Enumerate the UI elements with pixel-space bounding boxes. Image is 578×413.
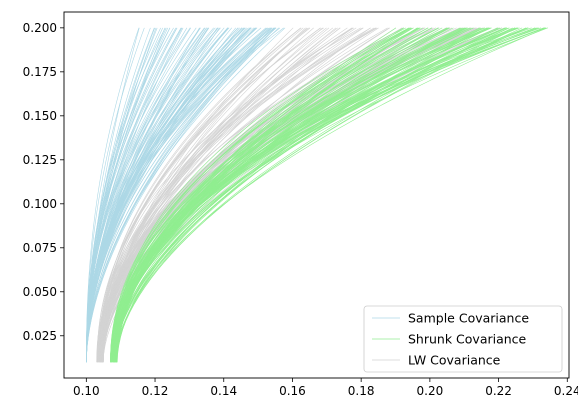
plot-curves: [86, 27, 548, 363]
x-tick-label: 0.10: [73, 384, 100, 398]
legend: Sample Covariance Shrunk Covariance LW Cov…: [363, 305, 563, 373]
series-line: [115, 27, 465, 363]
series-line: [113, 27, 418, 363]
series-line: [112, 27, 463, 363]
x-tick-label: 0.12: [142, 384, 169, 398]
series-line: [110, 27, 439, 363]
x-tick-label: 0.24: [554, 384, 578, 398]
series-line: [103, 27, 306, 363]
series-line: [97, 27, 302, 363]
series-line: [86, 27, 145, 363]
series-line: [86, 27, 273, 363]
series-line: [86, 27, 219, 363]
series-line: [103, 27, 371, 363]
y-tick-label: 0.175: [23, 65, 57, 79]
series-line: [86, 27, 267, 363]
y-tick-label: 0.075: [23, 241, 57, 255]
series-line: [86, 27, 182, 363]
y-tick-label: 0.025: [23, 329, 57, 343]
series-sample-covariance: [86, 27, 286, 363]
series-line: [114, 27, 507, 363]
series-line: [111, 27, 421, 363]
legend-box: [363, 305, 563, 373]
x-tick-label: 0.20: [417, 384, 444, 398]
y-tick-label: 0.100: [23, 197, 57, 211]
series-line: [116, 27, 536, 363]
series-line: [96, 27, 361, 363]
series-line: [114, 27, 404, 363]
legend-label: LW Covariance: [408, 353, 501, 368]
y-tick-label: 0.125: [23, 153, 57, 167]
x-tick-label: 0.18: [348, 384, 375, 398]
series-shrunk-covariance: [110, 27, 548, 363]
series-line: [110, 27, 467, 363]
series-line: [97, 27, 357, 363]
plot-frame: [63, 11, 570, 379]
series-line: [116, 27, 509, 363]
series-line: [114, 27, 502, 363]
series-line: [110, 27, 419, 363]
series-line: [86, 27, 279, 363]
x-tick-label: 0.22: [485, 384, 512, 398]
series-line: [86, 27, 270, 363]
series-line: [115, 27, 487, 363]
x-tick-label: 0.16: [279, 384, 306, 398]
series-line: [86, 27, 277, 363]
x-tick-label: 0.14: [210, 384, 237, 398]
series-line: [86, 27, 276, 363]
series-line: [113, 27, 486, 363]
series-line: [102, 27, 425, 363]
series-line: [116, 27, 515, 363]
y-tick-label: 0.050: [23, 285, 57, 299]
series-line: [113, 27, 547, 363]
y-tick-label: 0.200: [23, 21, 57, 35]
x-axis: 0.10 0.12 0.14 0.16 0.18 0.20 0.22 0.24: [73, 378, 578, 398]
y-axis: 0.025 0.050 0.075 0.100 0.125 0.150 0.175 0.200: [23, 21, 64, 343]
series-line: [86, 27, 249, 363]
legend-label: Shrunk Covariance: [408, 332, 527, 347]
legend-label: Sample Covariance: [408, 311, 529, 326]
series-line: [97, 27, 311, 363]
y-tick-label: 0.150: [23, 109, 57, 123]
series-line: [110, 27, 407, 363]
series-line: [99, 27, 309, 363]
